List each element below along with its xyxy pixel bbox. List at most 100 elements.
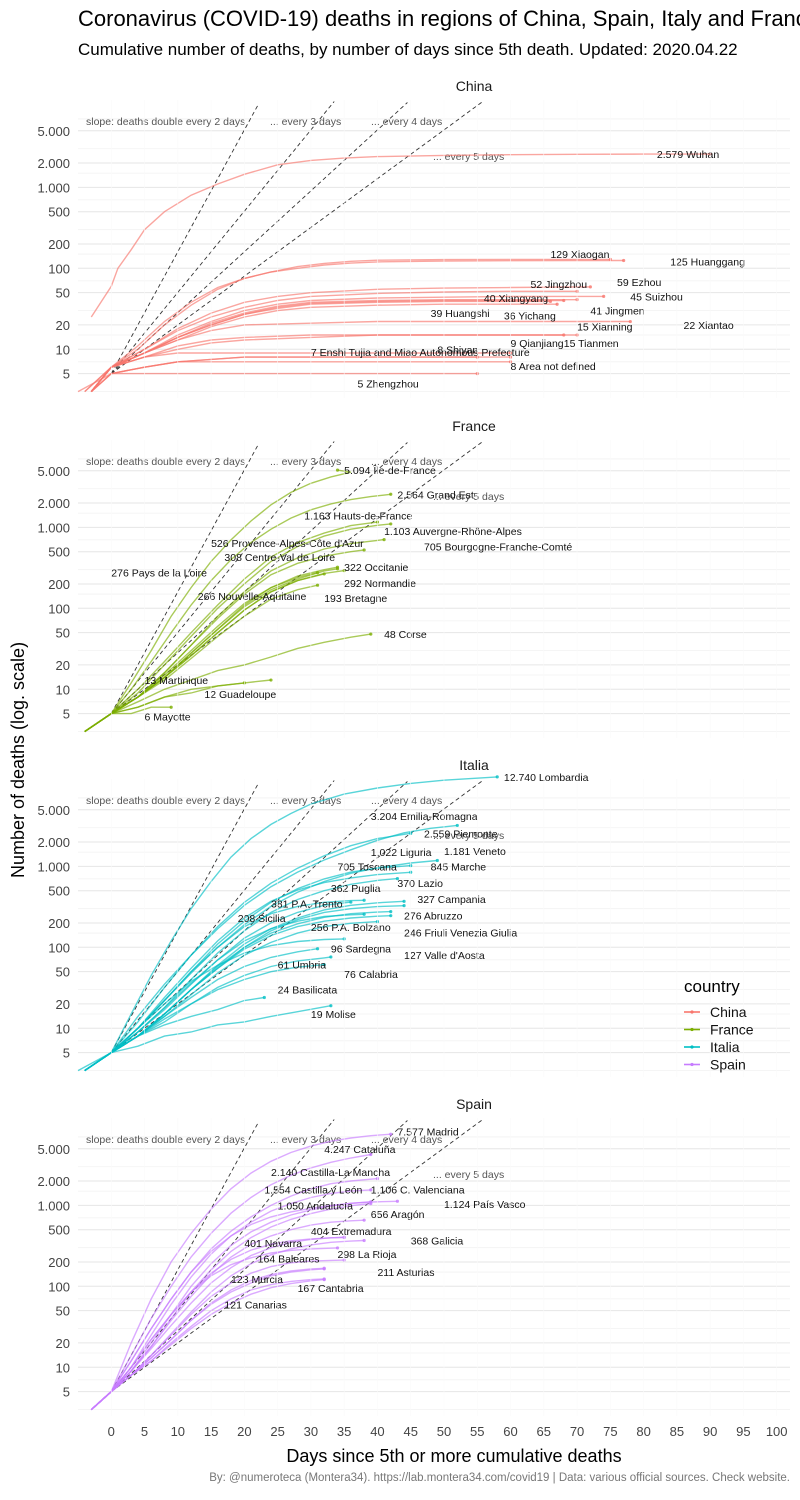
series-end-point bbox=[269, 678, 273, 682]
x-tick-label: 75 bbox=[603, 1424, 617, 1439]
data-label: 48 Corse bbox=[384, 629, 427, 641]
y-tick-label: 2.000 bbox=[37, 835, 70, 850]
data-label: 8 Area not defined bbox=[511, 361, 596, 373]
y-tick-label: 5.000 bbox=[37, 464, 70, 479]
data-label: 1.022 Liguria bbox=[371, 847, 432, 859]
doubling-line bbox=[110, 105, 259, 374]
x-tick-label: 10 bbox=[171, 1424, 185, 1439]
doubling-label: slope: deaths double every 2 days bbox=[86, 795, 245, 807]
x-tick-label: 100 bbox=[766, 1424, 788, 1439]
data-label: 1.554 Castilla y León bbox=[264, 1184, 362, 1196]
doubling-label: ... every 4 days bbox=[371, 116, 442, 128]
legend-swatch-point bbox=[690, 1027, 694, 1032]
data-label: 526 Provence-Alpes-Côte d'Azur bbox=[211, 538, 364, 550]
x-axis-label: Days since 5th or more cumulative deaths bbox=[286, 1446, 621, 1466]
x-tick-label: 30 bbox=[304, 1424, 318, 1439]
data-label: 256 P.A. Bolzano bbox=[311, 922, 391, 934]
data-label: 24 Basilicata bbox=[278, 985, 338, 997]
x-tick-label: 50 bbox=[437, 1424, 451, 1439]
y-tick-label: 500 bbox=[48, 884, 70, 899]
series-line bbox=[84, 913, 365, 1072]
doubling-label: slope: deaths double every 2 days bbox=[86, 456, 245, 468]
data-label: 1.163 Hauts-de-France bbox=[304, 511, 412, 523]
y-tick-label: 10 bbox=[56, 1360, 70, 1375]
x-tick-label: 0 bbox=[108, 1424, 115, 1439]
data-label: 41 Jingmen bbox=[590, 306, 644, 318]
y-tick-label: 10 bbox=[56, 1021, 70, 1036]
panel-title: Spain bbox=[456, 1096, 492, 1112]
series-end-point bbox=[389, 914, 393, 918]
doubling-label: ... every 3 days bbox=[270, 795, 341, 807]
series-end-point bbox=[329, 1004, 333, 1008]
x-tick-label: 5 bbox=[141, 1424, 148, 1439]
data-label: 381 P.A. Trento bbox=[271, 898, 343, 910]
x-tick-label: 55 bbox=[470, 1424, 484, 1439]
legend-swatch-point bbox=[690, 1045, 694, 1049]
data-label: 45 Suizhou bbox=[630, 291, 683, 303]
series-end-point bbox=[369, 632, 373, 636]
data-label: 15 Xianning bbox=[577, 322, 633, 334]
series-end-point bbox=[362, 912, 366, 916]
legend-label: France bbox=[710, 1022, 754, 1038]
data-label: 845 Marche bbox=[431, 861, 487, 873]
data-label: 401 Navarra bbox=[244, 1238, 302, 1250]
series-end-point bbox=[369, 1152, 373, 1157]
data-label: 308 Centre-Val de Loire bbox=[224, 552, 335, 564]
series-end-point bbox=[555, 302, 559, 306]
data-label: 208 Sicilia bbox=[238, 913, 286, 925]
series-line bbox=[90, 1200, 398, 1411]
data-label: 12 Guadeloupe bbox=[204, 689, 276, 701]
data-label: 125 Huanggang bbox=[670, 257, 745, 269]
legend-label: Italia bbox=[710, 1039, 740, 1055]
doubling-label: ... every 3 days bbox=[270, 456, 341, 468]
doubling-label: ... every 4 days bbox=[371, 795, 442, 807]
data-label: 246 Friuli Venezia Giulia bbox=[404, 928, 517, 940]
data-label: 370 Lazio bbox=[397, 878, 443, 890]
data-label: 52 Jingzhou bbox=[530, 279, 587, 291]
doubling-line bbox=[110, 784, 259, 1053]
series-end-point bbox=[389, 492, 393, 496]
series-end-point bbox=[335, 1246, 340, 1250]
x-tick-label: 85 bbox=[670, 1424, 684, 1439]
doubling-label: ... every 4 days bbox=[371, 456, 442, 468]
data-label: 211 Asturias bbox=[377, 1267, 434, 1279]
panel-title: China bbox=[456, 78, 493, 94]
data-label: 1.103 Auvergne-Rhône-Alpes bbox=[384, 526, 522, 538]
doubling-line bbox=[111, 100, 485, 374]
series-end-point bbox=[335, 468, 340, 472]
data-label: 61 Umbria bbox=[278, 960, 327, 972]
data-label: 19 Molise bbox=[311, 1009, 356, 1021]
data-label: 292 Normandie bbox=[344, 578, 416, 590]
series-end-point bbox=[548, 299, 553, 304]
x-tick-label: 80 bbox=[636, 1424, 650, 1439]
x-tick-label: 35 bbox=[337, 1424, 351, 1439]
data-label: 76 Calabria bbox=[344, 969, 398, 981]
data-label: 322 Occitanie bbox=[344, 562, 408, 574]
series-end-point bbox=[395, 1199, 400, 1203]
data-label: 129 Xiaogan bbox=[550, 249, 609, 261]
data-label: 22 Xiantao bbox=[684, 320, 734, 332]
data-label: 327 Campania bbox=[417, 894, 485, 906]
data-label: 404 Extremadura bbox=[311, 1226, 392, 1238]
y-tick-label: 1.000 bbox=[37, 180, 70, 195]
y-tick-label: 10 bbox=[56, 682, 70, 697]
series-end-point bbox=[322, 572, 326, 576]
x-tick-label: 25 bbox=[270, 1424, 284, 1439]
series-end-point bbox=[322, 963, 326, 967]
series-line bbox=[90, 1201, 371, 1411]
y-tick-label: 50 bbox=[56, 286, 70, 301]
x-tick-label: 60 bbox=[503, 1424, 517, 1439]
y-tick-label: 5 bbox=[63, 367, 70, 382]
y-tick-label: 5 bbox=[63, 707, 70, 722]
y-tick-label: 100 bbox=[48, 261, 70, 276]
y-tick-label: 100 bbox=[48, 940, 70, 955]
data-label: 15 Tianmen bbox=[564, 338, 619, 350]
data-label: 9 Qianjiang bbox=[511, 338, 564, 350]
doubling-line bbox=[110, 441, 335, 714]
series-end-point bbox=[402, 904, 406, 908]
data-label: 12.740 Lombardia bbox=[504, 772, 589, 784]
chart-subtitle: Cumulative number of deaths, by number o… bbox=[78, 40, 738, 59]
data-label: 96 Sardegna bbox=[331, 944, 391, 956]
series-end-point bbox=[369, 1202, 373, 1206]
